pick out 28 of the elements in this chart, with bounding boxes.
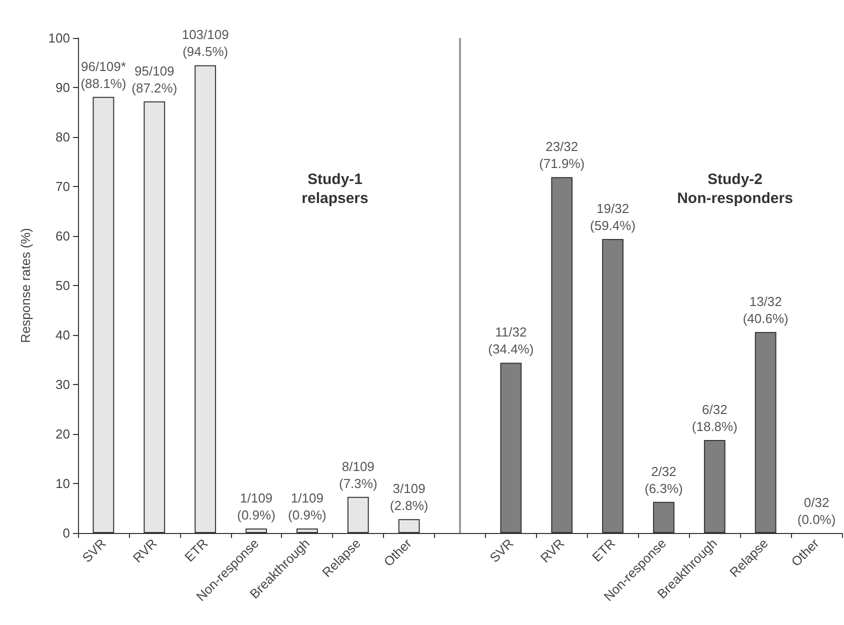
data-label: 8/109 (7.3%) [338,458,378,491]
y-axis-title: Response rates (%) [18,228,33,343]
data-label: 2/32 (6.3%) [644,464,683,496]
data-label: 19/32 (59.4%) [590,200,636,233]
y-tick-label: 30 [56,377,70,392]
data-label: 23/32 (71.9%) [539,139,585,172]
y-tick-label: 10 [56,476,70,491]
data-label: 11/32 (34.4%) [488,324,534,357]
data-label: 95/109 (87.2%) [132,63,178,96]
y-tick-label: 50 [56,278,70,293]
data-label: 6/32 (18.8%) [692,402,738,434]
y-tick-label: 100 [48,30,70,46]
data-label: 103/109 (94.5%) [182,27,229,60]
y-tick-label: 90 [56,80,70,95]
y-tick-label: 70 [56,179,70,194]
annotation: Study-1 relapsers [302,171,368,207]
y-tick-label: 60 [56,228,70,244]
data-label: 0/32 (0.0%) [797,495,836,527]
y-tick-label: 20 [56,426,70,442]
data-label: 3/109 (2.8%) [390,481,428,514]
y-tick-label: 40 [56,328,70,342]
data-label: 1/109 (0.9%) [237,490,276,523]
data-label: 1/109 (0.9%) [288,490,326,523]
annotation: Study-2 Non-responders [677,171,793,207]
data-label: 13/32 (40.6%) [742,294,788,326]
y-tick-label: 0 [62,526,70,540]
y-tick-label: 80 [56,130,70,144]
data-label: 96/109* (88.1%) [80,58,126,91]
